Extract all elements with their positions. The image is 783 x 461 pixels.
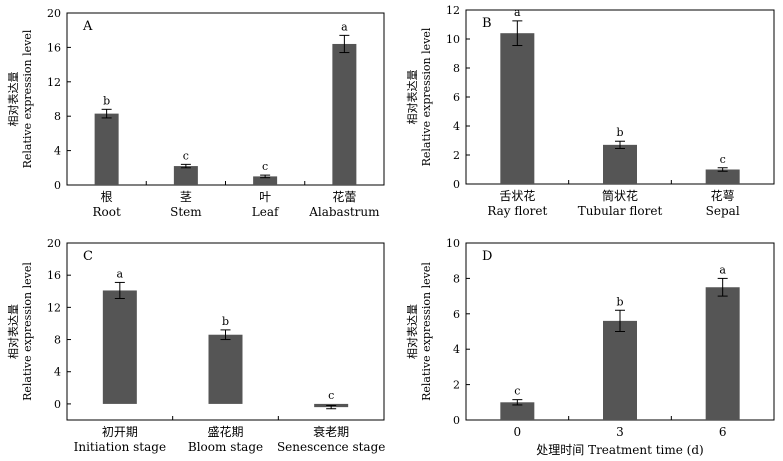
y-tick-label: 4 [54, 366, 61, 379]
bar [705, 287, 740, 420]
category-label-cn: 舌状花 [499, 188, 535, 203]
y-axis-label: Relative expression level [420, 27, 433, 166]
category-label-cn: 根 [101, 190, 113, 204]
significance-letter: c [262, 160, 268, 173]
y-axis-label-cn: 相对表达量 [6, 72, 20, 127]
y-tick-label: 4 [54, 145, 61, 158]
significance-letter: c [514, 385, 520, 398]
y-axis-label: Relative expression level [21, 29, 34, 168]
category-label-cn: 花萼 [711, 188, 735, 203]
y-tick-label: 0 [453, 178, 460, 191]
y-tick-label: 6 [453, 91, 460, 104]
bar [500, 402, 535, 420]
bar [705, 169, 740, 184]
category-label-en: 0 [514, 425, 522, 439]
y-axis-label-cn: 相对表达量 [6, 304, 20, 359]
panel-label: D [482, 249, 492, 264]
bar [173, 166, 198, 185]
significance-letter: c [183, 149, 189, 162]
bar [208, 334, 243, 404]
y-tick-label: 2 [453, 379, 460, 392]
bar [253, 176, 278, 185]
category-label-en: Alabastrum [308, 205, 380, 219]
y-tick-label: 20 [47, 7, 61, 20]
y-tick-label: 2 [453, 149, 460, 162]
y-tick-label: 6 [453, 308, 460, 321]
y-tick-label: 4 [453, 120, 460, 133]
category-label-cn: 衰老期 [313, 424, 349, 439]
category-label-en: Ray floret [487, 204, 547, 218]
category-label-en: 6 [719, 425, 727, 439]
panel-d: 0 2 4 6 8 10 c 0 b 3 a 6 D 相对表达量 Relative expression l… [405, 237, 775, 457]
significance-letter: c [328, 389, 334, 402]
category-label-en: 3 [616, 425, 624, 439]
y-tick-label: 8 [54, 110, 61, 123]
y-tick-label: 12 [446, 4, 460, 17]
significance-letter: a [341, 20, 348, 33]
y-tick-label: 0 [453, 414, 460, 427]
category-label-en: Sepal [706, 204, 740, 218]
significance-letter: b [103, 94, 110, 107]
panel-label: A [82, 19, 93, 34]
y-tick-label: 0 [54, 398, 61, 411]
significance-letter: a [719, 263, 726, 276]
category-label-en: Stem [170, 205, 202, 219]
bar [500, 33, 535, 185]
significance-letter: b [222, 315, 229, 328]
significance-letter: b [616, 295, 623, 308]
x-axis-label: 处理时间 Treatment time (d) [536, 443, 703, 457]
bar [102, 290, 137, 404]
category-label-en: Leaf [252, 205, 280, 219]
category-label-en: Root [92, 205, 120, 219]
y-tick-label: 10 [446, 33, 460, 46]
bar [94, 113, 119, 185]
significance-letter: b [616, 126, 623, 139]
category-label-en: Bloom stage [188, 440, 263, 454]
panel-label: B [482, 16, 492, 31]
category-label-cn: 初开期 [102, 425, 138, 439]
y-tick-label: 12 [47, 301, 61, 314]
category-label-cn: 盛花期 [207, 424, 243, 439]
y-axis-label: Relative expression level [21, 262, 34, 401]
bar [332, 43, 357, 186]
significance-letter: a [514, 6, 521, 19]
category-label-cn: 花蕾 [332, 189, 356, 204]
significance-letter: a [117, 267, 124, 280]
y-tick-label: 8 [54, 334, 61, 347]
y-tick-label: 12 [47, 76, 61, 89]
category-label-en: Senescence stage [277, 440, 385, 454]
y-tick-label: 4 [453, 343, 460, 356]
y-tick-label: 10 [446, 237, 460, 250]
significance-letter: c [720, 153, 726, 166]
y-axis-label-cn: 相对表达量 [405, 304, 419, 359]
y-tick-label: 0 [54, 179, 61, 192]
category-label-cn: 茎 [180, 190, 192, 204]
category-label-cn: 叶 [259, 190, 271, 204]
bar [603, 320, 637, 420]
y-tick-label: 16 [47, 41, 61, 54]
y-tick-label: 20 [47, 237, 61, 250]
category-label-en: Tubular floret [578, 204, 663, 218]
y-tick-label: 8 [453, 62, 460, 75]
category-label-en: Initiation stage [74, 440, 166, 454]
y-axis-label: Relative expression level [420, 262, 433, 401]
plot-frame [66, 242, 385, 421]
y-tick-label: 8 [453, 272, 460, 285]
bar [603, 144, 637, 184]
y-axis-label-cn: 相对表达量 [405, 70, 419, 125]
y-tick-label: 16 [47, 269, 61, 282]
category-label-cn: 筒状花 [602, 188, 638, 203]
panel-label: C [83, 249, 93, 264]
